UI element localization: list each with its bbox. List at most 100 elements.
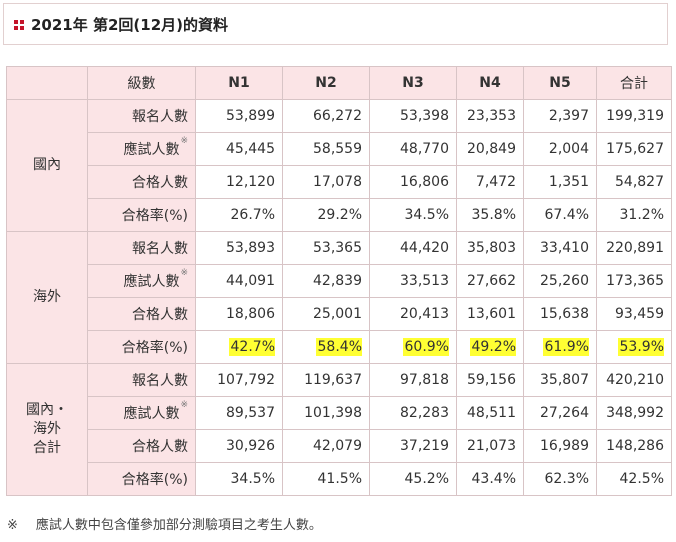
cell-value: 37,219	[400, 438, 449, 454]
cell-value: 199,319	[606, 108, 664, 124]
cell-n1: 44,091	[195, 264, 283, 298]
cell-value: 53,365	[313, 240, 362, 256]
header-col-n1: N1	[195, 66, 283, 100]
cell-n1: 34.5%	[195, 462, 283, 496]
cell-value: 27,264	[540, 405, 589, 421]
header-col-n4: N4	[456, 66, 524, 100]
cell-value: 34.5%	[404, 207, 449, 223]
cell-value: 97,818	[400, 372, 449, 388]
pass-rate-row: 合格率(%) 34.5% 41.5% 45.2% 43.4% 62.3% 42.5%	[7, 462, 672, 496]
cell-value: 33,513	[400, 273, 449, 289]
cell-n3: 60.9%	[369, 330, 457, 364]
cell-value: 35,807	[540, 372, 589, 388]
cell-value: 30,926	[226, 438, 275, 454]
cell-value: 41.5%	[317, 471, 362, 487]
cell-value: 53,398	[400, 108, 449, 124]
cell-value: 25,001	[313, 306, 362, 322]
cell-total: 173,365	[596, 264, 672, 298]
cell-value: 12,120	[226, 174, 275, 190]
cell-n3: 82,283	[369, 396, 457, 430]
cell-n1: 53,899	[195, 99, 283, 133]
cell-value: 43.4%	[471, 471, 516, 487]
cell-value: 42,079	[313, 438, 362, 454]
cell-n4: 35.8%	[456, 198, 524, 232]
footnote-ref-mark: ※	[180, 400, 188, 410]
header-col-n5: N5	[523, 66, 597, 100]
cell-value: 148,286	[606, 438, 664, 454]
pass-rate-row: 合格率(%) 42.7% 58.4% 60.9% 49.2% 61.9% 53.9%	[7, 330, 672, 364]
passed-row: 合格人數 18,806 25,001 20,413 13,601 15,638 93,459	[7, 297, 672, 331]
cell-total: 199,319	[596, 99, 672, 133]
cell-n5: 33,410	[523, 231, 597, 265]
row-label: 合格人數	[87, 297, 196, 331]
cell-value: 58,559	[313, 141, 362, 157]
cell-value: 2,004	[548, 141, 589, 157]
cell-n5: 15,638	[523, 297, 597, 331]
cell-total: 42.5%	[596, 462, 672, 496]
cell-value: 25,260	[540, 273, 589, 289]
cell-value: 17,078	[313, 174, 362, 190]
row-label: 合格人數	[87, 429, 196, 463]
cell-n4: 43.4%	[456, 462, 524, 496]
passed-row: 合格人數 12,120 17,078 16,806 7,472 1,351 54,827	[7, 165, 672, 199]
header-row: 級數 N1 N2 N3 N4 N5 合計	[6, 66, 672, 100]
cell-n2: 25,001	[282, 297, 370, 331]
cell-n1: 53,893	[195, 231, 283, 265]
region-label-line: 海外	[33, 421, 61, 437]
cell-n5: 2,397	[523, 99, 597, 133]
region-label-line: 合計	[33, 440, 61, 456]
cell-n1: 45,445	[195, 132, 283, 166]
cell-value: 89,537	[226, 405, 275, 421]
cell-n2: 53,365	[282, 231, 370, 265]
cell-n3: 20,413	[369, 297, 457, 331]
examinees-row: 應試人數※ 89,537 101,398 82,283 48,511 27,264 348,…	[7, 396, 672, 430]
cell-n3: 33,513	[369, 264, 457, 298]
cell-value: 20,413	[400, 306, 449, 322]
cell-value: 175,627	[606, 141, 664, 157]
cell-value: 15,638	[540, 306, 589, 322]
cell-value: 53,899	[226, 108, 275, 124]
cell-n2: 42,839	[282, 264, 370, 298]
header-level-label: 級數	[87, 66, 196, 100]
cell-value: 35,803	[467, 240, 516, 256]
cell-value: 1,351	[548, 174, 589, 190]
header-col-total: 合計	[596, 66, 672, 100]
cell-value: 45.2%	[404, 471, 449, 487]
applicants-row: 國內・ 海外 合計 報名人數 107,792 119,637 97,818 59,156 35,…	[6, 363, 672, 496]
cell-value: 27,662	[467, 273, 516, 289]
cell-n3: 53,398	[369, 99, 457, 133]
cell-n4: 35,803	[456, 231, 524, 265]
row-label-text: 合格人數	[132, 307, 188, 323]
cell-value: 67.4%	[544, 207, 589, 223]
cell-value: 53.9%	[617, 338, 664, 356]
cell-value: 48,770	[400, 141, 449, 157]
cell-value: 101,398	[304, 405, 362, 421]
region-label: 海外	[6, 231, 88, 364]
row-label: 報名人數	[87, 99, 196, 133]
row-label-text: 報名人數	[132, 241, 188, 257]
cell-value: 7,472	[475, 174, 516, 190]
cell-n2: 66,272	[282, 99, 370, 133]
page-title: 2021年 第2回(12月)的資料	[31, 16, 228, 34]
cell-n2: 58.4%	[282, 330, 370, 364]
cell-n2: 17,078	[282, 165, 370, 199]
cell-n3: 48,770	[369, 132, 457, 166]
cell-n1: 12,120	[195, 165, 283, 199]
cell-n4: 23,353	[456, 99, 524, 133]
footnote-ref-mark: ※	[180, 136, 188, 146]
cell-value: 18,806	[226, 306, 275, 322]
row-label: 報名人數	[87, 231, 196, 265]
footnote-mark: ※	[7, 518, 18, 533]
cell-value: 13,601	[467, 306, 516, 322]
cell-n5: 25,260	[523, 264, 597, 298]
cell-total: 420,210	[596, 363, 672, 397]
cell-n4: 59,156	[456, 363, 524, 397]
cell-value: 44,091	[226, 273, 275, 289]
cell-n3: 34.5%	[369, 198, 457, 232]
cell-n3: 16,806	[369, 165, 457, 199]
row-label-text: 應試人數	[123, 142, 180, 158]
section-title-bar: 2021年 第2回(12月)的資料	[3, 3, 668, 45]
row-label-text: 應試人數	[123, 274, 180, 290]
cell-value: 173,365	[606, 273, 664, 289]
cell-n4: 27,662	[456, 264, 524, 298]
